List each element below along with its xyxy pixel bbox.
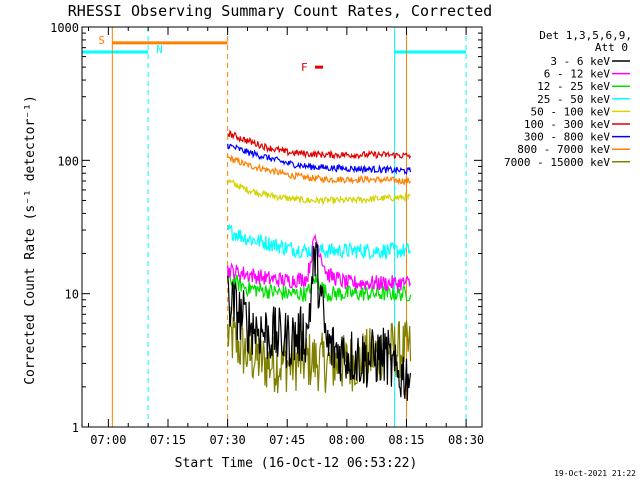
chart-title: RHESSI Observing Summary Count Rates, Co… <box>68 2 492 20</box>
annotation-label-n: N <box>156 43 163 56</box>
y-axis-label: Corrected Count Rate (s⁻¹ detector⁻¹) <box>23 95 38 385</box>
x-tick-label-1: 07:15 <box>150 433 186 447</box>
axis-frame <box>81 26 483 428</box>
series-line-6 <box>227 143 412 175</box>
x-tick-label-4: 08:00 <box>329 433 365 447</box>
x-tick-label-0: 07:00 <box>90 433 126 447</box>
legend-entry-6: 300 - 800 keV <box>524 131 610 144</box>
series-line-5 <box>227 129 412 160</box>
footer-timestamp: 19-Oct-2021 21:22 <box>554 469 636 478</box>
legend-entry-8: 7000 - 15000 keV <box>504 156 610 169</box>
x-axis-label: Start Time (16-Oct-12 06:53:22) <box>175 456 418 471</box>
legend-entry-5: 100 - 300 keV <box>524 118 610 131</box>
legend-entry-2: 12 - 25 keV <box>537 80 610 93</box>
axes: 07:00 07:15 07:30 07:45 08:00 08:15 08:30 1 10 10… <box>50 21 484 447</box>
legend-header-detectors: Det 1,3,5,6,9, <box>539 29 632 42</box>
series-line-1 <box>227 233 412 292</box>
y-tick-label-0: 1 <box>72 421 79 435</box>
annotation-label-s: S <box>98 34 105 47</box>
series-line-2 <box>227 271 412 303</box>
plot-area: S N F <box>82 27 467 427</box>
legend-entry-3: 25 - 50 keV <box>537 93 610 106</box>
series-line-4 <box>227 178 411 206</box>
legend-entry-1: 6 - 12 keV <box>544 68 611 81</box>
y-tick-label-3: 1000 <box>50 21 79 35</box>
legend-header-attenuator: Att 0 <box>595 41 628 54</box>
legend-entry-0: 3 - 6 keV <box>550 55 610 68</box>
annotation-label-f: F <box>301 61 308 74</box>
x-tick-label-6: 08:30 <box>448 433 484 447</box>
legend-entry-7: 800 - 7000 keV <box>517 143 610 156</box>
x-tick-label-5: 08:15 <box>388 433 424 447</box>
x-tick-label-3: 07:45 <box>269 433 305 447</box>
legend-entry-4: 50 - 100 keV <box>531 105 611 118</box>
series-line-7 <box>227 154 412 186</box>
series-line-0 <box>227 242 412 401</box>
y-tick-label-2: 100 <box>57 154 79 168</box>
y-tick-label-1: 10 <box>65 288 79 302</box>
x-tick-label-2: 07:30 <box>210 433 246 447</box>
